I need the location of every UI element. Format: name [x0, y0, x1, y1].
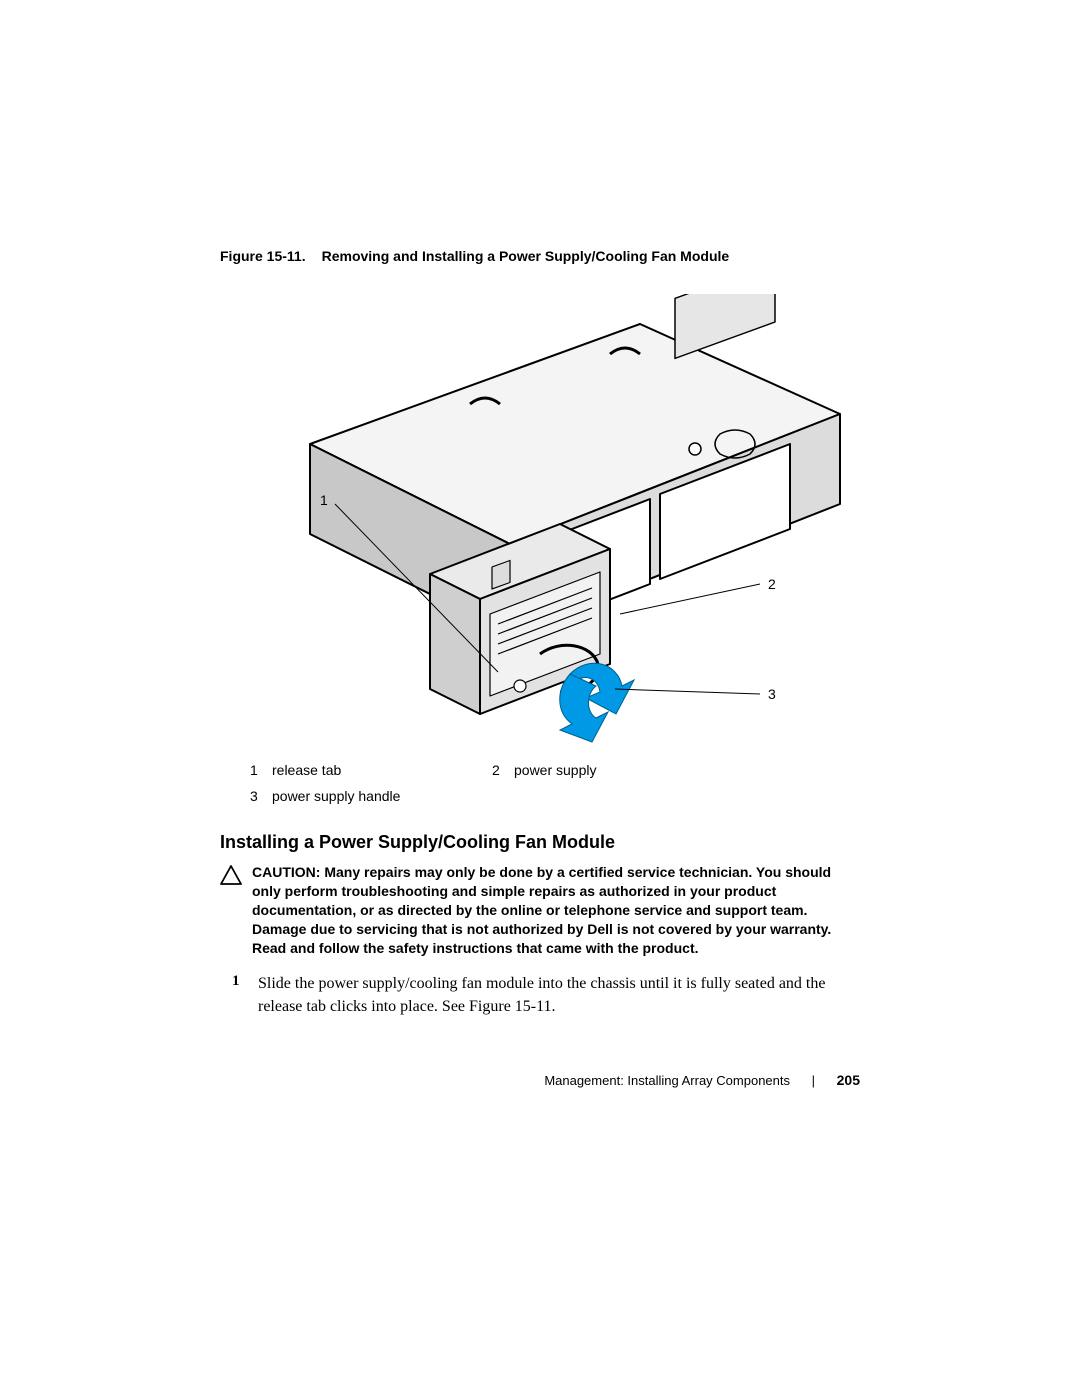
figure-diagram: 1 2 3	[220, 294, 860, 744]
power-supply-diagram	[220, 294, 860, 744]
page-footer: Management: Installing Array Components …	[220, 1072, 860, 1088]
figure-caption: Figure 15-11. Removing and Installing a …	[220, 248, 860, 264]
callout-3: 3	[768, 686, 776, 702]
step-text: Slide the power supply/cooling fan modul…	[258, 973, 860, 1018]
figure-legend: 1 release tab 2 power supply 3 power sup…	[250, 762, 860, 804]
caution-body: Many repairs may only be done by a certi…	[252, 864, 831, 956]
caution-label: CAUTION:	[252, 864, 320, 880]
page-number: 205	[837, 1072, 860, 1088]
footer-section-title: Management: Installing Array Components	[544, 1073, 790, 1088]
legend-label: power supply	[514, 762, 734, 778]
callout-1: 1	[320, 492, 328, 508]
footer-separator: |	[812, 1073, 815, 1088]
callout-2: 2	[768, 576, 776, 592]
legend-num: 3	[250, 788, 272, 804]
document-page: Figure 15-11. Removing and Installing a …	[220, 248, 860, 1018]
rotation-arrow-icon	[560, 663, 634, 742]
legend-label: release tab	[272, 762, 492, 778]
section-heading: Installing a Power Supply/Cooling Fan Mo…	[220, 832, 860, 853]
caution-text: CAUTION: Many repairs may only be done b…	[252, 863, 860, 957]
caution-block: CAUTION: Many repairs may only be done b…	[220, 863, 860, 957]
legend-num: 1	[250, 762, 272, 778]
step-number: 1	[232, 973, 248, 990]
step-item: 1 Slide the power supply/cooling fan mod…	[232, 973, 860, 1018]
legend-num: 2	[492, 762, 514, 778]
figure-title: Removing and Installing a Power Supply/C…	[322, 248, 730, 264]
figure-number: Figure 15-11.	[220, 248, 306, 264]
caution-triangle-icon	[220, 865, 242, 890]
legend-label: power supply handle	[272, 788, 492, 804]
